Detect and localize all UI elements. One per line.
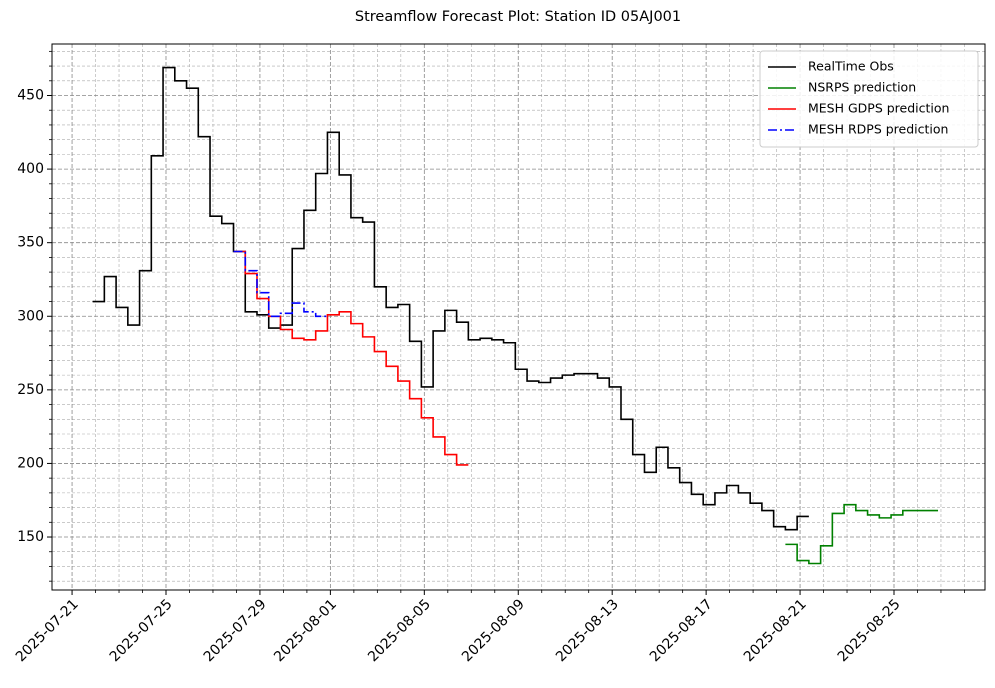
y-tick-label: 400 (17, 161, 44, 177)
chart-title: Streamflow Forecast Plot: Station ID 05A… (355, 9, 681, 25)
y-tick-label: 250 (17, 382, 44, 398)
y-tick-label: 300 (17, 308, 44, 324)
plot-frame (51, 43, 986, 591)
legend-label: MESH RDPS prediction (808, 122, 948, 137)
y-tick-label: 200 (17, 455, 44, 471)
legend-label: NSRPS prediction (808, 80, 916, 95)
y-tick-label: 350 (17, 235, 44, 251)
legend-label: MESH GDPS prediction (808, 101, 949, 116)
legend-label: RealTime Obs (808, 59, 894, 74)
y-tick-label: 150 (17, 529, 44, 545)
legend-box (759, 50, 979, 148)
series-line (92, 66, 809, 531)
y-tick-label: 450 (17, 88, 44, 104)
series-line (233, 250, 328, 318)
series-line (785, 503, 939, 565)
